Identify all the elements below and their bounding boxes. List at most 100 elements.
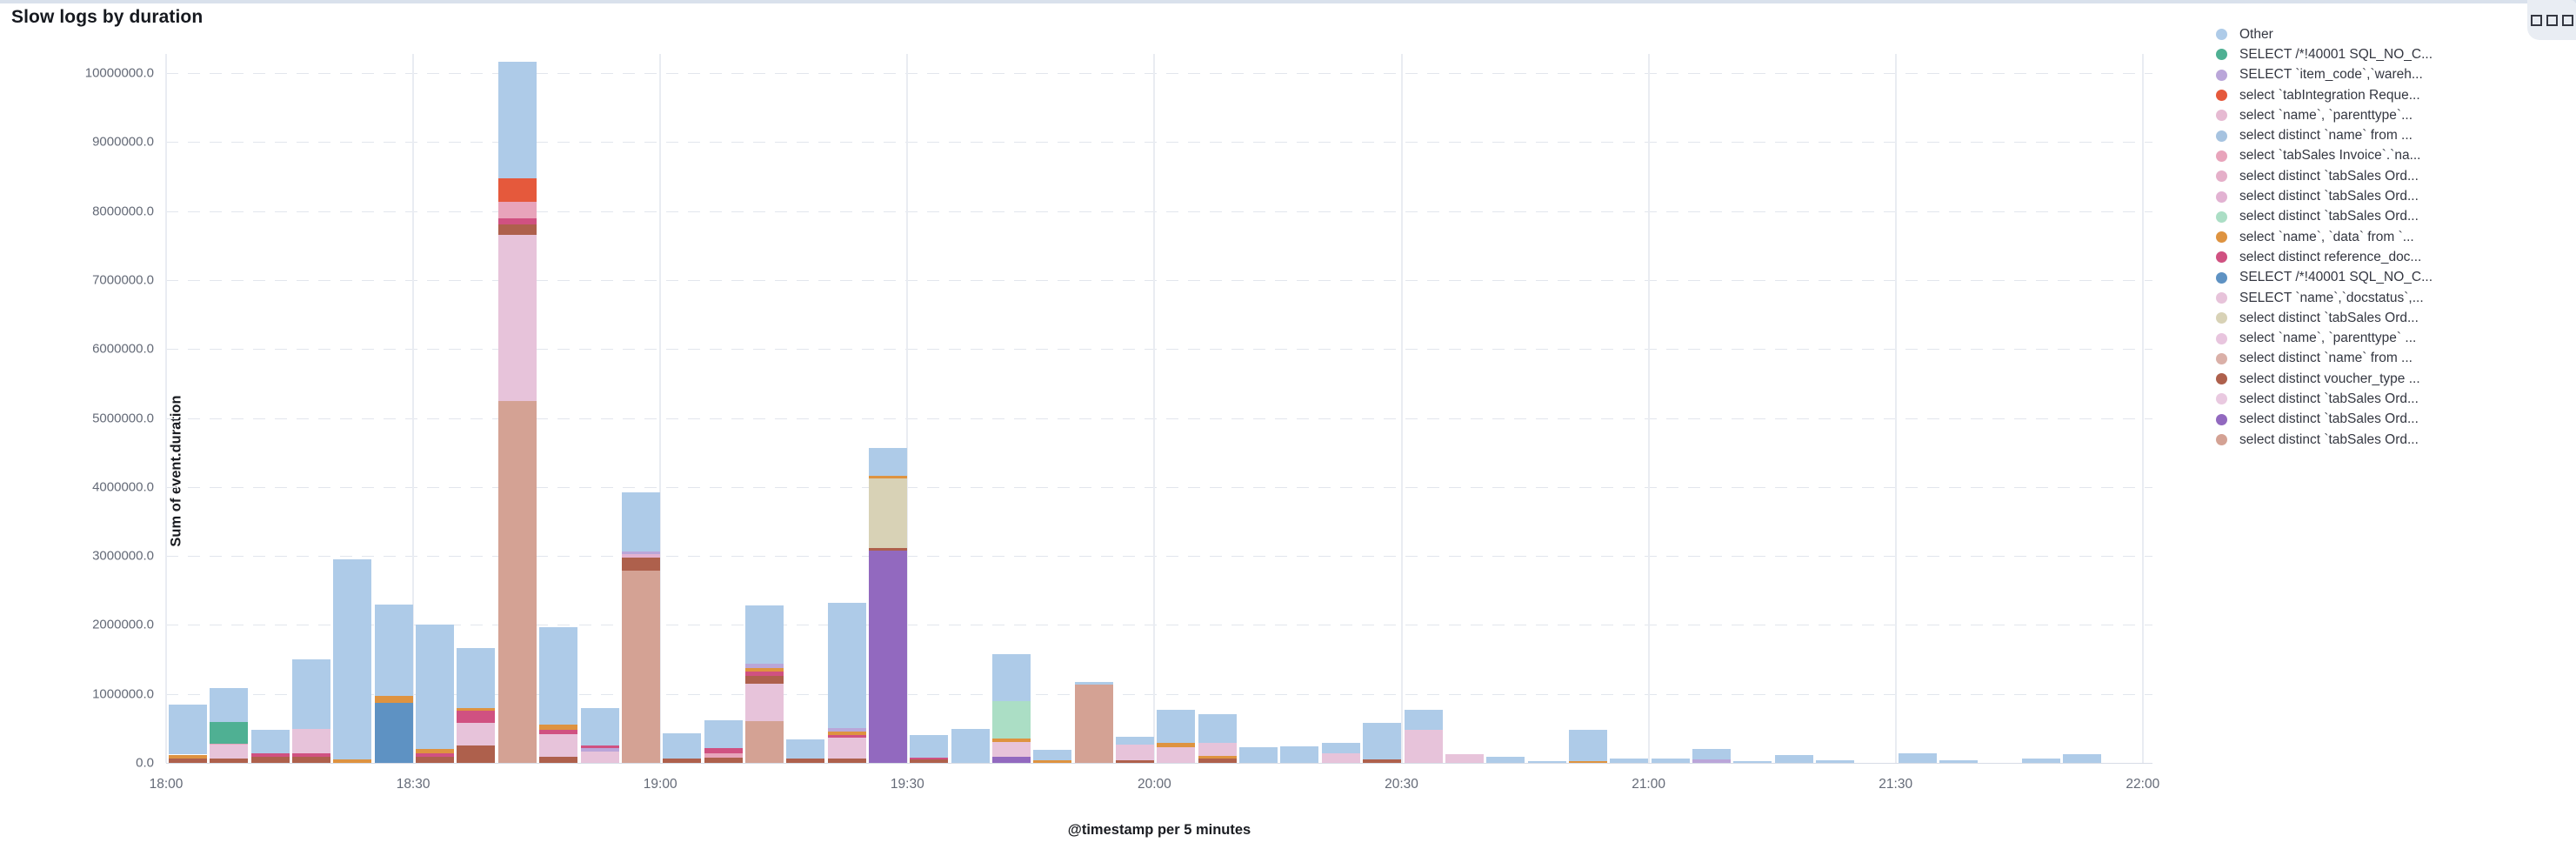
panel-options-button[interactable] [2527,0,2576,40]
bar-segment[interactable] [1692,749,1731,760]
bar-19:20[interactable] [827,603,866,763]
bar-segment[interactable] [457,710,496,724]
legend-item[interactable]: select `name`, `parenttype`... [2209,105,2574,125]
bar-segment[interactable] [827,735,866,739]
legend-item[interactable]: select distinct `tabSales Ord... [2209,430,2574,450]
bar-segment[interactable] [868,547,907,551]
legend-item[interactable]: select distinct `tabSales Ord... [2209,207,2574,227]
bar-segment[interactable] [580,708,619,746]
bar-segment[interactable] [621,492,660,552]
bar-segment[interactable] [1651,759,1690,763]
bar-segment[interactable] [374,604,413,697]
bar-segment[interactable] [827,731,866,736]
bar-20:55[interactable] [1610,759,1649,763]
legend-item[interactable]: select distinct `name` from ... [2209,125,2574,145]
bar-segment[interactable] [416,752,455,757]
bar-segment[interactable] [497,217,537,224]
bar-segment[interactable] [868,447,907,477]
bar-segment[interactable] [1445,753,1484,763]
bar-20:05[interactable] [1198,713,1237,763]
bar-segment[interactable] [292,756,331,763]
legend-item[interactable]: SELECT `name`,`docstatus`,... [2209,288,2574,308]
bar-18:55[interactable] [621,492,660,763]
bar-segment[interactable] [744,683,784,722]
bar-19:05[interactable] [704,719,743,763]
bar-20:40[interactable] [1486,757,1525,763]
bar-segment[interactable] [1363,759,1402,763]
bar-segment[interactable] [1898,752,1937,763]
bar-21:35[interactable] [1939,760,1979,763]
bar-18:35[interactable] [457,647,496,763]
bar-segment[interactable] [169,704,207,755]
legend-item[interactable]: SELECT /*!40001 SQL_NO_C... [2209,44,2574,64]
bar-segment[interactable] [416,756,455,763]
bar-segment[interactable] [457,745,496,763]
bar-segment[interactable] [1116,759,1155,763]
bar-segment[interactable] [744,676,784,684]
bar-segment[interactable] [1774,755,1813,763]
bar-segment[interactable] [827,759,866,763]
legend-item[interactable]: SELECT /*!40001 SQL_NO_C... [2209,268,2574,288]
bar-segment[interactable] [250,752,290,757]
bar-segment[interactable] [910,757,949,760]
bar-segment[interactable] [992,653,1031,701]
bar-segment[interactable] [910,759,949,763]
bar-segment[interactable] [704,748,743,753]
bar-segment[interactable] [580,745,619,749]
bar-segment[interactable] [1939,760,1979,763]
bar-segment[interactable] [374,703,413,763]
bar-segment[interactable] [457,647,496,708]
bar-18:15[interactable] [292,659,331,763]
bar-20:35[interactable] [1445,753,1484,763]
bar-21:05[interactable] [1692,749,1731,763]
bar-19:55[interactable] [1116,736,1155,763]
bar-segment[interactable] [1568,729,1607,762]
bar-19:50[interactable] [1074,682,1113,763]
bar-segment[interactable] [827,603,866,729]
bar-19:10[interactable] [744,605,784,763]
bar-20:15[interactable] [1280,745,1319,763]
bar-18:05[interactable] [210,687,249,763]
bar-segment[interactable] [497,201,537,218]
bar-segment[interactable] [1363,723,1402,759]
bar-21:45[interactable] [2021,759,2060,763]
bar-segment[interactable] [1116,744,1155,760]
bar-segment[interactable] [1033,760,1072,763]
bar-segment[interactable] [1116,736,1155,745]
bar-segment[interactable] [827,728,866,732]
bar-segment[interactable] [1486,757,1525,763]
bar-segment[interactable] [1404,709,1443,730]
bar-21:00[interactable] [1651,759,1690,763]
bar-segment[interactable] [1404,729,1443,763]
legend-item[interactable]: select `name`, `parenttype` ... [2209,328,2574,348]
legend-item[interactable]: Other [2209,24,2574,44]
bar-19:45[interactable] [1033,749,1072,763]
bar-segment[interactable] [1321,743,1360,753]
bar-segment[interactable] [210,743,249,745]
bar-segment[interactable] [169,759,207,763]
bar-20:45[interactable] [1527,760,1566,763]
bar-19:00[interactable] [663,732,702,763]
bar-segment[interactable] [539,725,578,730]
bar-21:50[interactable] [2063,753,2102,763]
bar-18:50[interactable] [580,708,619,763]
bar-segment[interactable] [786,759,825,763]
bar-segment[interactable] [992,756,1031,763]
bar-segment[interactable] [744,672,784,677]
bar-19:15[interactable] [786,739,825,763]
bar-segment[interactable] [992,742,1031,757]
bar-segment[interactable] [497,401,537,763]
bar-segment[interactable] [497,61,537,178]
legend-item[interactable]: SELECT `item_code`,`wareh... [2209,65,2574,85]
bar-20:50[interactable] [1568,729,1607,763]
bar-19:25[interactable] [868,447,907,763]
bar-segment[interactable] [663,759,702,763]
bar-segment[interactable] [868,476,907,479]
bar-segment[interactable] [1157,746,1196,763]
bar-18:10[interactable] [250,729,290,763]
bar-segment[interactable] [663,732,702,759]
bar-segment[interactable] [539,729,578,735]
legend-item[interactable]: select `name`, `data` from `... [2209,227,2574,247]
bar-segment[interactable] [704,757,743,763]
bar-segment[interactable] [292,659,331,730]
